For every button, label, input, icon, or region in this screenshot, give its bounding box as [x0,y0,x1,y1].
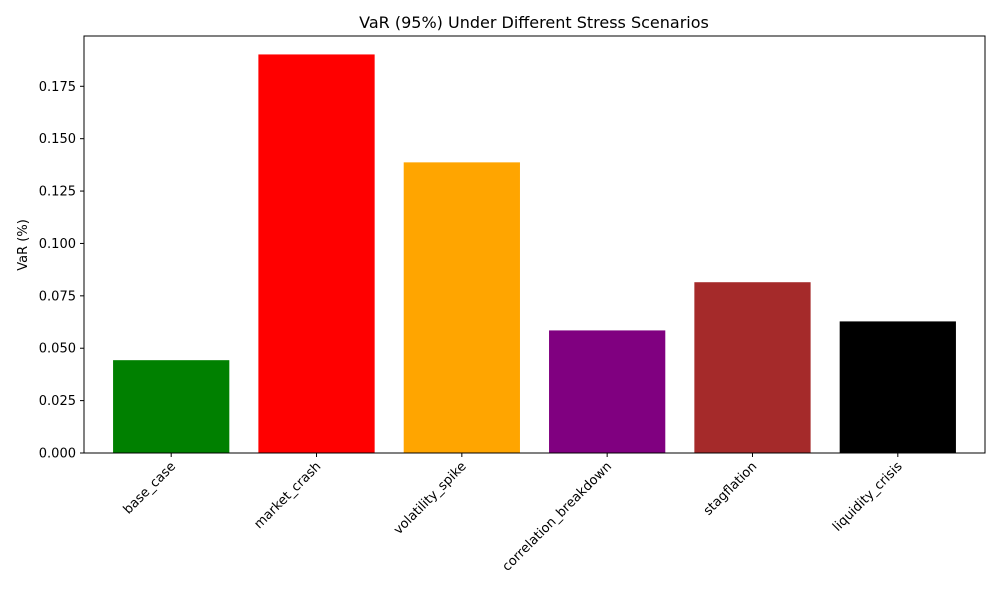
plot-frame [83,35,986,454]
bar-correlation_breakdown [549,330,666,453]
y-tick-label: 0.100 [39,237,76,252]
x-tick-label: liquidity_crisis [830,459,906,535]
y-tick-label: 0.050 [39,342,76,357]
x-tick-label: correlation_breakdown [500,459,615,574]
y-axis: 0.000 0.025 0.050 0.075 0.100 0.125 0.150 0.175 [39,80,84,462]
x-tick-label: stagflation [701,459,761,519]
y-tick-label: 0.175 [39,80,76,95]
bars-layer [113,54,956,454]
y-tick-label: 0.150 [39,132,76,147]
x-tick-label: market_crash [251,459,324,532]
x-tick-label: base_case [121,459,179,517]
bar-volatility_spike [403,162,520,453]
y-axis-title: VaR (%) [16,219,31,271]
y-tick-label: 0.125 [39,185,76,200]
y-tick-label: 0.000 [39,447,76,462]
x-axis: base_case market_crash volatility_spike cor… [121,453,906,575]
bar-base_case [113,360,230,453]
bar-market_crash [258,54,375,454]
bar-liquidity_crisis [839,321,956,453]
y-tick-label: 0.075 [39,289,76,304]
x-tick-label: volatility_spike [391,459,470,538]
bar-stagflation [694,282,811,453]
chart-title: VaR (95%) Under Different Stress Scenari… [359,13,709,32]
y-tick-label: 0.025 [39,394,76,409]
